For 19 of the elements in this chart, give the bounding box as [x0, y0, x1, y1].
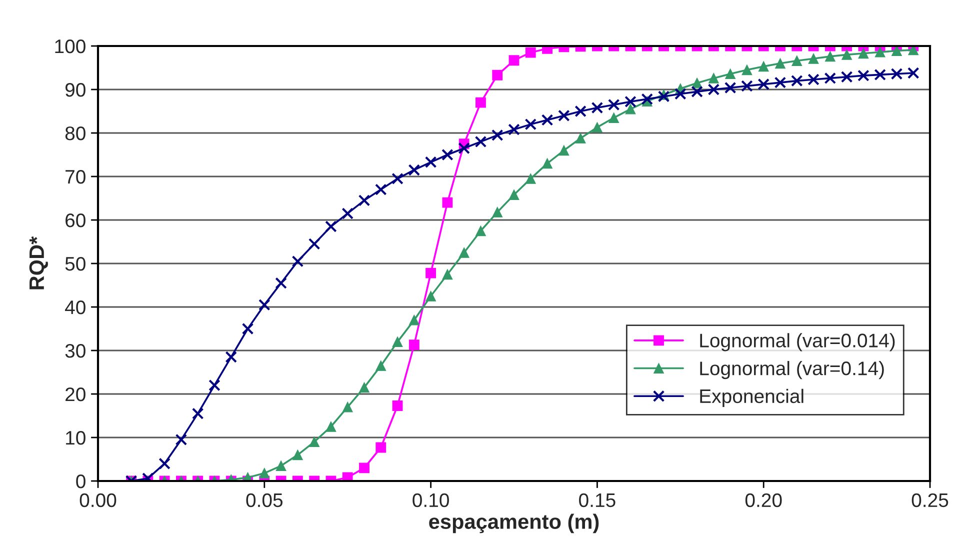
x-tick-label: 0.20 — [745, 493, 782, 508]
x-tick-label: 0.10 — [412, 493, 449, 508]
y-tick-label: 50 — [65, 256, 86, 271]
x-tick-label: 0.05 — [246, 493, 283, 508]
y-tick-label: 20 — [66, 387, 86, 402]
y-tick-label: 10 — [66, 430, 86, 445]
y-tick-label: 0 — [76, 474, 86, 488]
y-tick-label: 80 — [65, 126, 86, 140]
y-tick-label: 90 — [65, 82, 86, 97]
y-tick-label: 30 — [65, 344, 86, 358]
y-tick-label: 70 — [66, 170, 86, 184]
y-axis-title: RQD* — [29, 236, 48, 290]
x-tick-label: 0.15 — [579, 493, 616, 508]
x-axis-title: espaçamento (m) — [429, 514, 599, 534]
x-tick-label: 0.00 — [80, 493, 116, 508]
x-tick-label: 0.25 — [912, 493, 948, 508]
y-tick-label: 40 — [65, 300, 86, 314]
y-tick-label: 100 — [55, 39, 86, 54]
y-tick-label: 60 — [66, 213, 86, 228]
